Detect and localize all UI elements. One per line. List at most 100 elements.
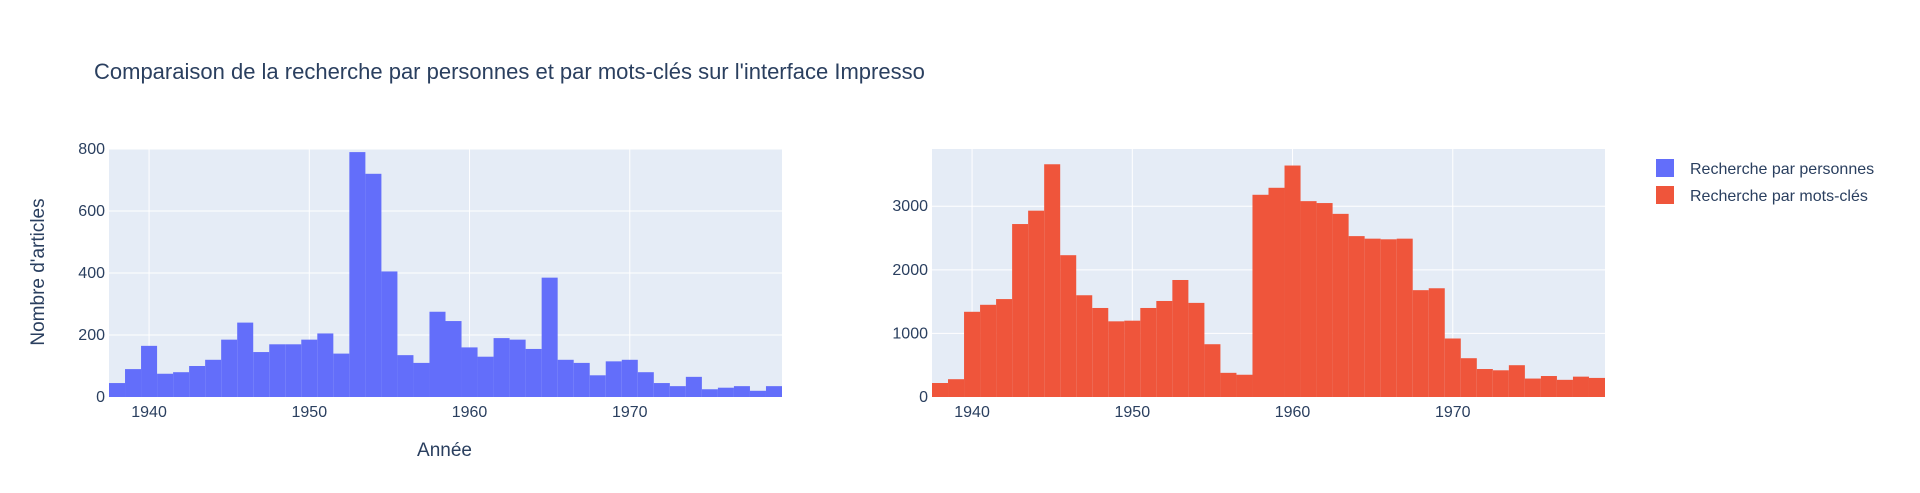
bar	[365, 173, 382, 397]
bar	[1396, 238, 1413, 397]
bar	[285, 344, 302, 397]
bar	[605, 361, 622, 397]
y-axis-title: Nombre d'articles	[28, 198, 49, 345]
bar	[301, 339, 318, 397]
bar	[141, 345, 158, 397]
bar	[1492, 370, 1509, 397]
y-tick-label: 1000	[892, 325, 928, 342]
bar	[948, 379, 965, 397]
bar	[349, 152, 366, 397]
bar	[461, 347, 478, 397]
bar	[1236, 374, 1253, 397]
bar	[1092, 307, 1109, 397]
bar	[1028, 210, 1045, 397]
bar	[1508, 365, 1525, 397]
legend-swatch	[1656, 186, 1674, 204]
x-tick-label: 1950	[292, 404, 328, 421]
bar	[1444, 338, 1461, 397]
bar	[1556, 379, 1573, 397]
bar	[429, 311, 446, 397]
bar	[1156, 300, 1173, 397]
x-tick-label: 1970	[612, 404, 648, 421]
bar	[1316, 203, 1333, 397]
y-tick-label: 800	[78, 141, 105, 158]
bar	[589, 375, 606, 397]
bar	[1428, 288, 1445, 397]
bar	[685, 376, 702, 397]
bar	[1012, 224, 1029, 397]
bar	[1524, 378, 1541, 397]
y-tick-label: 0	[96, 389, 105, 406]
bar	[157, 373, 174, 397]
bar	[980, 304, 997, 397]
chart-title: Comparaison de la recherche par personne…	[94, 59, 925, 84]
legend-label: Recherche par mots-clés	[1690, 188, 1868, 205]
bar	[1140, 307, 1157, 397]
bar	[1588, 377, 1605, 397]
bar	[1380, 239, 1397, 397]
bar	[1476, 369, 1493, 397]
y-tick-label: 400	[78, 265, 105, 282]
panel-mots-cles: 0 1000 2000 3000 1940 1950 1960 1970	[892, 149, 1605, 421]
bar	[221, 339, 238, 397]
bar	[1460, 358, 1477, 397]
x-tick-label: 1970	[1435, 404, 1471, 421]
legend-label: Recherche par personnes	[1690, 161, 1874, 178]
bar	[413, 362, 430, 397]
bar	[477, 356, 494, 397]
bar	[717, 387, 734, 397]
bar	[964, 311, 981, 397]
bar	[637, 372, 654, 397]
bar	[1220, 372, 1237, 397]
bar	[669, 386, 686, 397]
bar	[701, 389, 718, 397]
x-tick-label: 1960	[452, 404, 488, 421]
bar	[1268, 187, 1285, 397]
bar	[1108, 321, 1125, 397]
bar	[125, 369, 142, 397]
bar	[1044, 164, 1061, 397]
bar	[269, 344, 286, 397]
panel-personnes: 0 200 400 600 800 1940 1950 1960 1970	[78, 141, 782, 421]
y-tick-label: 200	[78, 327, 105, 344]
legend: Recherche par personnes Recherche par mot…	[1656, 159, 1874, 205]
y-tick-label: 3000	[892, 198, 928, 215]
legend-swatch	[1656, 159, 1674, 177]
bar	[749, 390, 766, 397]
bar	[1572, 376, 1589, 397]
bar	[1252, 194, 1269, 397]
bar	[317, 333, 334, 397]
bar	[932, 383, 949, 397]
bar	[1124, 320, 1141, 397]
bar	[1204, 344, 1221, 397]
bar	[541, 277, 558, 397]
bar	[333, 353, 350, 397]
bar	[1076, 295, 1093, 397]
bar	[1348, 236, 1365, 397]
bar	[109, 383, 126, 397]
bar	[1172, 279, 1189, 397]
bar	[205, 359, 222, 397]
bar	[189, 366, 206, 397]
bar	[653, 383, 670, 397]
bar	[397, 355, 414, 397]
bar	[493, 338, 510, 397]
y-tick-label: 2000	[892, 262, 928, 279]
bar	[621, 359, 638, 397]
bar	[237, 322, 254, 397]
bar	[733, 386, 750, 397]
bar	[1188, 302, 1205, 397]
x-tick-label: 1950	[1115, 404, 1151, 421]
bar	[509, 339, 526, 397]
bar	[1364, 238, 1381, 397]
bar	[253, 352, 270, 397]
x-tick-label: 1940	[954, 404, 990, 421]
bar	[1540, 376, 1557, 397]
bar	[557, 359, 574, 397]
y-tick-label: 0	[919, 389, 928, 406]
bar	[1300, 201, 1317, 397]
bar	[765, 386, 782, 397]
x-tick-label: 1940	[131, 404, 167, 421]
bar	[996, 299, 1013, 397]
